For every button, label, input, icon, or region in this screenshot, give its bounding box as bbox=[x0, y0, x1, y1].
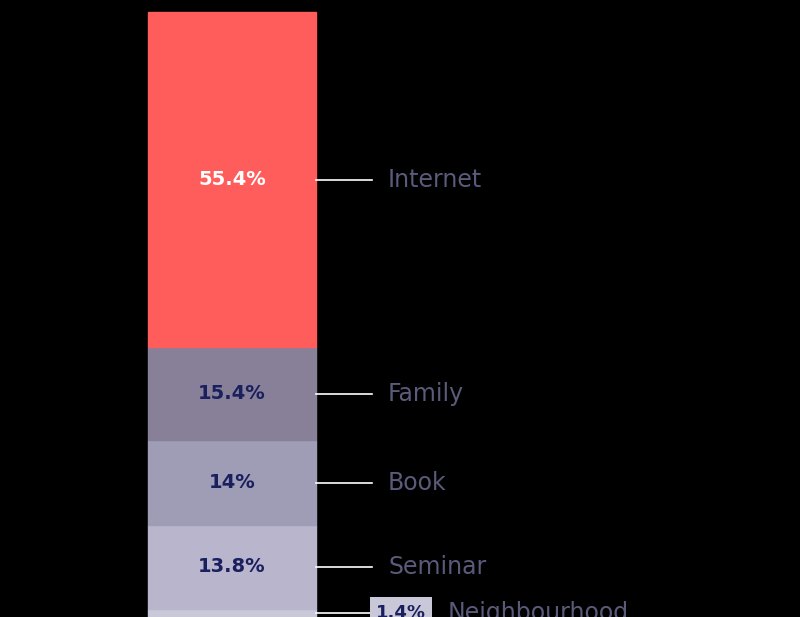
Text: 1.4%: 1.4% bbox=[376, 604, 426, 617]
Text: 14%: 14% bbox=[209, 473, 255, 492]
Text: Family: Family bbox=[388, 382, 464, 406]
Bar bbox=[148, 608, 316, 617]
Text: Internet: Internet bbox=[388, 168, 482, 192]
Text: Book: Book bbox=[388, 471, 446, 495]
Bar bbox=[148, 525, 316, 608]
Text: 13.8%: 13.8% bbox=[198, 557, 266, 576]
Text: Seminar: Seminar bbox=[388, 555, 486, 579]
Text: 15.4%: 15.4% bbox=[198, 384, 266, 404]
Bar bbox=[148, 347, 316, 441]
Text: Neighbourhood: Neighbourhood bbox=[448, 601, 629, 617]
Bar bbox=[148, 441, 316, 525]
Text: 55.4%: 55.4% bbox=[198, 170, 266, 189]
Bar bbox=[148, 12, 316, 347]
